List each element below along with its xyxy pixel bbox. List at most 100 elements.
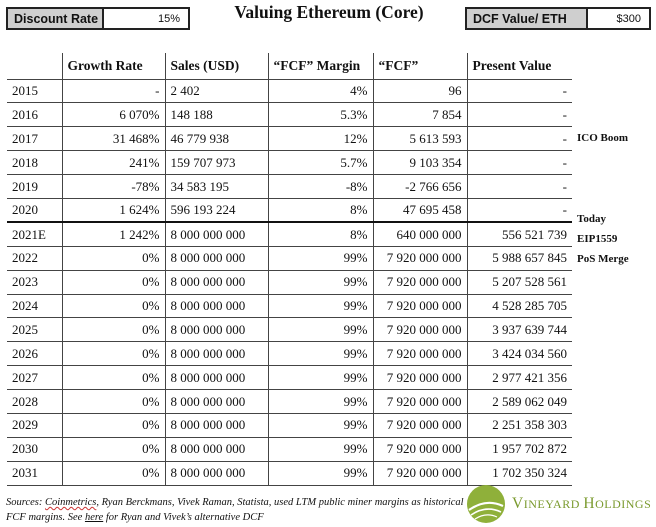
year-cell[interactable]: 2024 [7,294,62,319]
sales-cell[interactable]: 596 193 224 [164,198,268,224]
sales-cell[interactable]: 8 000 000 000 [164,270,268,295]
fcf-margin-cell[interactable]: 99% [267,246,373,271]
present-value-cell[interactable]: 2 589 062 049 [466,389,572,414]
growth-rate-cell[interactable]: - [61,79,165,104]
present-value-cell[interactable]: 5 207 528 561 [466,270,572,295]
fcf-cell[interactable]: 7 920 000 000 [372,461,467,486]
growth-rate-cell[interactable]: 0% [61,341,165,367]
present-value-cell[interactable]: 3 424 034 560 [466,341,572,367]
present-value-cell[interactable]: 3 937 639 744 [466,317,572,343]
sales-cell[interactable]: 46 779 938 [164,126,268,152]
fcf-cell[interactable]: 7 920 000 000 [372,270,467,295]
year-cell[interactable]: 2031 [7,461,62,486]
sales-cell[interactable]: 159 707 973 [164,150,268,176]
year-cell[interactable]: 2015 [7,79,62,104]
sales-cell[interactable]: 34 583 195 [164,174,268,199]
fcf-cell[interactable]: 7 920 000 000 [372,413,467,438]
sales-cell[interactable]: 8 000 000 000 [164,365,268,391]
present-value-cell[interactable]: 5 988 657 845 [466,246,572,271]
sales-cell[interactable]: 8 000 000 000 [164,341,268,367]
fcf-margin-cell[interactable]: 99% [267,365,373,391]
year-cell[interactable]: 2025 [7,317,62,343]
fcf-margin-cell[interactable]: 99% [267,341,373,367]
dcf-value-value[interactable]: $300 [588,9,649,28]
fcf-cell[interactable]: -2 766 656 [372,174,467,199]
fcf-cell[interactable]: 7 920 000 000 [372,437,467,462]
year-cell[interactable]: 2028 [7,389,62,414]
growth-rate-cell[interactable]: 1 624% [61,198,165,224]
fcf-margin-cell[interactable]: 8% [267,198,373,224]
fcf-margin-cell[interactable]: 99% [267,437,373,462]
sales-cell[interactable]: 8 000 000 000 [164,294,268,319]
fcf-cell[interactable]: 7 854 [372,102,467,128]
present-value-cell[interactable]: 4 528 285 705 [466,294,572,319]
year-cell[interactable]: 2030 [7,437,62,462]
present-value-cell[interactable]: 2 977 421 356 [466,365,572,391]
year-cell[interactable]: 2016 [7,102,62,128]
year-cell[interactable]: 2017 [7,126,62,152]
fcf-cell[interactable]: 7 920 000 000 [372,389,467,414]
fcf-cell[interactable]: 7 920 000 000 [372,365,467,391]
fcf-margin-cell[interactable]: 99% [267,270,373,295]
present-value-cell[interactable]: - [466,150,572,176]
growth-rate-cell[interactable]: 0% [61,270,165,295]
year-cell[interactable]: 2022 [7,246,62,271]
growth-rate-cell[interactable]: 0% [61,294,165,319]
growth-rate-cell[interactable]: 0% [61,365,165,391]
year-cell[interactable]: 2026 [7,341,62,367]
year-cell[interactable]: 2027 [7,365,62,391]
sales-cell[interactable]: 8 000 000 000 [164,222,268,247]
fcf-cell[interactable]: 96 [372,79,467,104]
present-value-cell[interactable]: - [466,79,572,104]
present-value-cell[interactable]: - [466,174,572,199]
present-value-cell[interactable]: - [466,126,572,152]
present-value-cell[interactable]: - [466,102,572,128]
year-cell[interactable]: 2018 [7,150,62,176]
present-value-cell[interactable]: 556 521 739 [466,222,572,247]
present-value-cell[interactable]: 2 251 358 303 [466,413,572,438]
fcf-cell[interactable]: 47 695 458 [372,198,467,224]
growth-rate-cell[interactable]: 0% [61,389,165,414]
growth-rate-cell[interactable]: 0% [61,461,165,486]
growth-rate-cell[interactable]: -78% [61,174,165,199]
fcf-cell[interactable]: 7 920 000 000 [372,294,467,319]
fcf-margin-cell[interactable]: 5.7% [267,150,373,176]
fcf-margin-cell[interactable]: 12% [267,126,373,152]
sales-cell[interactable]: 8 000 000 000 [164,437,268,462]
sales-cell[interactable]: 8 000 000 000 [164,246,268,271]
fcf-margin-cell[interactable]: -8% [267,174,373,199]
present-value-cell[interactable]: 1 957 702 872 [466,437,572,462]
year-cell[interactable]: 2029 [7,413,62,438]
fcf-cell[interactable]: 640 000 000 [372,222,467,247]
growth-rate-cell[interactable]: 31 468% [61,126,165,152]
growth-rate-cell[interactable]: 1 242% [61,222,165,247]
fcf-margin-cell[interactable]: 5.3% [267,102,373,128]
sales-cell[interactable]: 8 000 000 000 [164,461,268,486]
fcf-cell[interactable]: 9 103 354 [372,150,467,176]
growth-rate-cell[interactable]: 0% [61,317,165,343]
growth-rate-cell[interactable]: 241% [61,150,165,176]
growth-rate-cell[interactable]: 0% [61,437,165,462]
fcf-margin-cell[interactable]: 99% [267,461,373,486]
growth-rate-cell[interactable]: 0% [61,413,165,438]
growth-rate-cell[interactable]: 0% [61,246,165,271]
growth-rate-cell[interactable]: 6 070% [61,102,165,128]
sales-cell[interactable]: 8 000 000 000 [164,317,268,343]
fcf-cell[interactable]: 5 613 593 [372,126,467,152]
fcf-margin-cell[interactable]: 99% [267,389,373,414]
sales-cell[interactable]: 8 000 000 000 [164,413,268,438]
sources-here-link[interactable]: here [84,512,104,523]
fcf-margin-cell[interactable]: 99% [267,317,373,343]
fcf-margin-cell[interactable]: 8% [267,222,373,247]
sales-cell[interactable]: 2 402 [164,79,268,104]
discount-rate-value[interactable]: 15% [104,9,188,28]
present-value-cell[interactable]: 1 702 350 324 [466,461,572,486]
sales-cell[interactable]: 8 000 000 000 [164,389,268,414]
year-cell[interactable]: 2023 [7,270,62,295]
year-cell[interactable]: 2021E [7,222,62,247]
fcf-cell[interactable]: 7 920 000 000 [372,317,467,343]
fcf-margin-cell[interactable]: 99% [267,294,373,319]
fcf-cell[interactable]: 7 920 000 000 [372,246,467,271]
fcf-margin-cell[interactable]: 99% [267,413,373,438]
year-cell[interactable]: 2019 [7,174,62,199]
